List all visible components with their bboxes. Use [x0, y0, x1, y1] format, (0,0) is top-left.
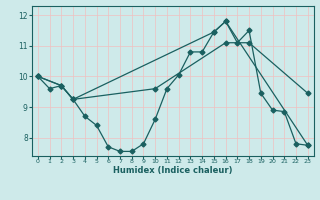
X-axis label: Humidex (Indice chaleur): Humidex (Indice chaleur)	[113, 166, 233, 175]
